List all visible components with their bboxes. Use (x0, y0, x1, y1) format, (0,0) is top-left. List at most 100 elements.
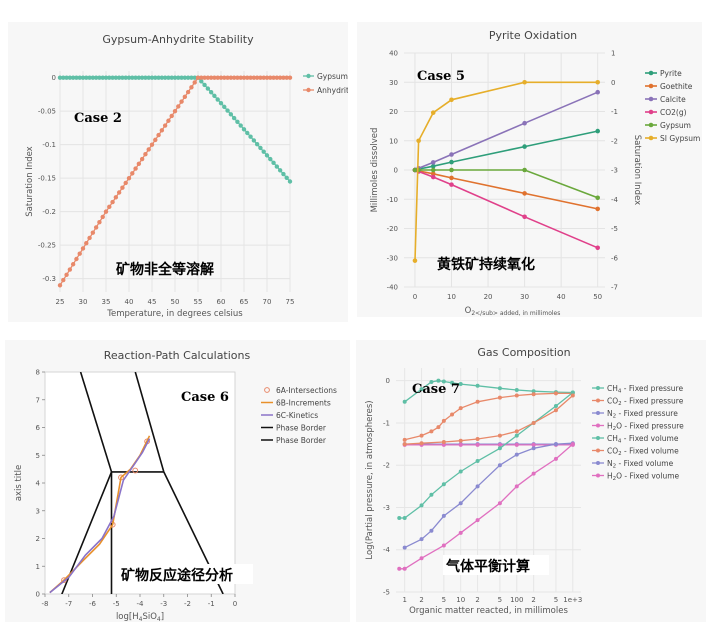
y-tick-label: 5 (36, 452, 40, 460)
data-point (595, 245, 600, 251)
data-point (441, 379, 446, 384)
data-point (176, 75, 181, 80)
data-point (397, 516, 402, 521)
data-point (595, 195, 600, 201)
data-point (70, 75, 76, 80)
panel-gas-composition: Gas Composition 1 2 5 10 2 5 100 2 5 1e+3 0 -1 -2 -3 -4… (356, 340, 706, 622)
x-tick-label: 10 (447, 293, 456, 301)
data-point (149, 142, 155, 147)
data-point (215, 97, 220, 102)
legend-marker (596, 411, 600, 415)
data-point (166, 118, 171, 123)
x-tick-label: 2 (475, 596, 479, 604)
data-point (133, 75, 138, 80)
data-point (261, 149, 266, 154)
data-point (116, 75, 122, 80)
data-point (531, 392, 536, 397)
legend-marker (648, 135, 654, 141)
data-point (215, 75, 220, 80)
x-tick-label: -1 (208, 600, 215, 608)
data-point (268, 156, 273, 162)
data-point (245, 130, 250, 136)
panel-pyrite-oxidation: Pyrite Oxidation 0 10 20 30 40 50 40 30 20 10 0 -10-… (357, 22, 702, 317)
data-point (107, 75, 112, 80)
data-point (228, 112, 234, 117)
data-point (514, 387, 519, 392)
chinese-caption: 气体平衡计算 (445, 558, 530, 575)
legend-label-part: N (607, 459, 613, 468)
intersection-point (132, 467, 139, 474)
data-point (87, 75, 92, 80)
data-point (271, 160, 276, 166)
data-point (284, 175, 289, 180)
x-tick-label: -2 (184, 600, 191, 608)
x-tick-label: 2 (531, 596, 535, 604)
data-point (84, 75, 89, 80)
data-point (430, 160, 436, 165)
x-tick-label: 100 (510, 596, 523, 604)
data-point (271, 75, 276, 80)
data-point (570, 393, 575, 398)
data-point (67, 267, 73, 272)
chinese-caption: 黄铁矿持续氧化 (437, 256, 535, 273)
x-tick-label: 5 (498, 596, 502, 604)
y-tick-label: 0 (386, 377, 390, 385)
data-point (77, 251, 82, 256)
y-axis-label: Log(Partial pressure, in atmospheres) (365, 400, 375, 559)
data-point (268, 75, 273, 80)
legend-label-part: 2 (618, 451, 622, 457)
data-point (205, 86, 211, 91)
legend-label-part: 4 (618, 439, 622, 445)
data-point (595, 89, 600, 95)
data-point (146, 147, 151, 152)
x-tick-label: 50 (171, 298, 180, 306)
legend-label-part: - Fixed pressure (622, 397, 684, 406)
data-point (497, 433, 502, 438)
data-point (441, 418, 446, 423)
x-tick-label: 0 (413, 293, 417, 301)
x-axis-label-part: 4 (157, 616, 161, 622)
data-point (67, 75, 73, 80)
data-point (107, 204, 112, 210)
data-point (159, 128, 165, 133)
data-point (553, 404, 558, 409)
data-point (185, 89, 191, 95)
data-point (419, 441, 424, 446)
data-point (497, 446, 502, 451)
x-tick-label: 30 (520, 293, 529, 301)
data-point (497, 463, 502, 468)
series-line-gypsum (415, 169, 598, 199)
data-point (397, 566, 402, 571)
data-point (212, 93, 217, 99)
data-point (166, 75, 171, 80)
data-point (570, 442, 575, 447)
data-point (531, 446, 536, 451)
data-point (149, 75, 155, 80)
legend-marker (648, 83, 654, 89)
x-tick-label: 35 (102, 298, 111, 306)
data-point (103, 209, 109, 214)
legend-label-part: N (607, 409, 613, 418)
data-point (553, 408, 558, 413)
data-point (222, 104, 227, 110)
data-point (531, 471, 536, 476)
x-tick-label: 60 (217, 298, 226, 306)
chart-title: Reaction-Path Calculations (104, 349, 251, 362)
legend-label: 6B-Increments (276, 399, 331, 408)
data-point (441, 482, 446, 487)
data-point (449, 167, 454, 173)
y-tick-label: -5 (383, 589, 390, 597)
legend-label-part: CH (607, 384, 618, 393)
legend-label-part: CO (607, 447, 618, 456)
caption-backdrop (443, 555, 549, 575)
legend-marker (596, 423, 600, 428)
y-tick-label: -0.3 (42, 275, 56, 283)
data-point (231, 115, 237, 121)
panel-reaction-path: Reaction-Path Calculations -8 -7 -6 -5 -4 -3 -2… (5, 340, 350, 622)
data-point (412, 167, 418, 173)
legend-label-part: - Fixed pressure (621, 384, 683, 393)
data-point (143, 152, 148, 157)
y-tick-label: -4 (383, 546, 391, 554)
data-point (231, 75, 237, 80)
data-point (172, 108, 178, 114)
